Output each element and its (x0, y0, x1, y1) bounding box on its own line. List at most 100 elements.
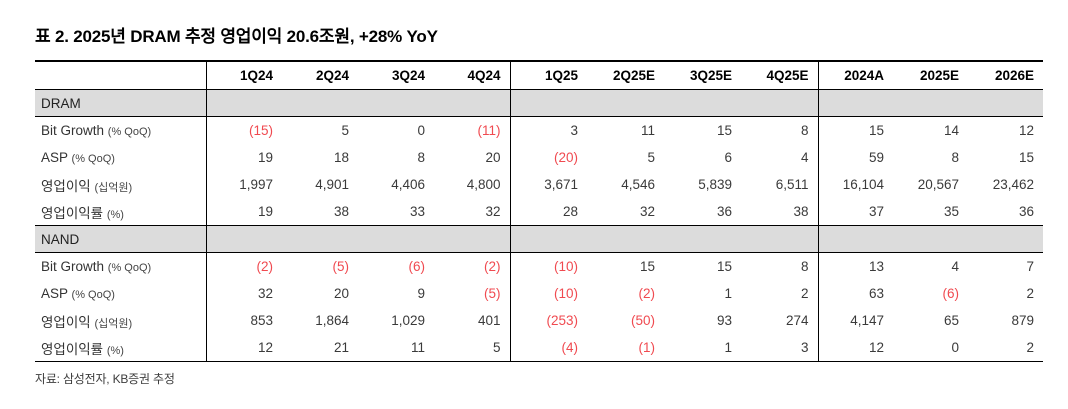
value-cell: 59 (868, 150, 884, 165)
column-header-2Q25E: 2Q25E (587, 61, 664, 90)
value-cell: (20) (553, 150, 578, 165)
value-cell: (2) (434, 252, 511, 280)
value-cell: 5 (647, 150, 655, 165)
value-cell: 18 (333, 150, 349, 165)
table-title: 표 2. 2025년 DRAM 추정 영업이익 20.6조원, +28% YoY (35, 27, 438, 46)
value-cell: 32 (434, 198, 511, 226)
row-label: ASP (% QoQ) (35, 144, 207, 171)
value-cell: 11 (410, 340, 425, 355)
row-label: ASP (% QoQ) (35, 280, 207, 307)
value-cell: 63 (868, 286, 884, 301)
table-row: Bit Growth (% QoQ) (2) (5) (6) (2) (10) 15 15 8 1… (35, 252, 1043, 280)
row-label-unit: (십억원) (94, 317, 133, 330)
section-cell (664, 225, 741, 253)
value-cell: 11 (640, 123, 655, 138)
value-cell: 4,147 (850, 313, 884, 328)
value-cell: 15 (716, 259, 732, 274)
value-cell: (6) (408, 259, 426, 274)
section-cell (664, 89, 741, 117)
value-cell: 36 (1018, 204, 1034, 219)
value-cell: 1 (724, 286, 732, 301)
section-cell (358, 225, 434, 253)
column-header-2024A: 2024A (818, 61, 893, 90)
value-cell: 5,839 (698, 177, 732, 192)
value-cell: 4,406 (391, 177, 425, 192)
row-label-unit: (%) (106, 208, 124, 221)
value-cell: 15 (716, 123, 732, 138)
row-label-unit: (%) (106, 344, 124, 357)
section-cell (206, 89, 282, 117)
value-cell: (2) (638, 286, 656, 301)
value-cell: (10) (553, 259, 578, 274)
value-cell: 8 (951, 150, 959, 165)
value-cell: 15 (868, 123, 884, 138)
table-row: 영업이익 (십억원) 853 1,864 1,029 401 (253) (50) 93 274… (35, 307, 1043, 334)
value-cell: 2 (741, 280, 819, 307)
value-cell: 19 (257, 150, 273, 165)
section-cell (818, 225, 893, 253)
row-label: 영업이익 (십억원) (35, 307, 207, 334)
value-cell: (1) (638, 340, 656, 355)
column-header-2025E: 2025E (893, 61, 968, 90)
table-row: ASP (% QoQ) 19 18 8 20 (20) 5 6 4 59 8 15 (35, 144, 1043, 171)
value-cell: (11) (434, 116, 511, 144)
value-cell: 9 (417, 286, 425, 301)
financial-table: 1Q24 2Q24 3Q24 4Q24 1Q25 2Q25E 3Q25E 4Q25E 2024A… (35, 60, 1043, 362)
value-cell: 28 (562, 204, 578, 219)
column-header-3Q24: 3Q24 (358, 61, 434, 90)
value-cell: 1 (724, 340, 732, 355)
value-cell: 35 (943, 204, 959, 219)
value-cell: 32 (639, 204, 655, 219)
value-cell: 13 (868, 259, 884, 274)
section-row-dram: DRAM (35, 89, 1043, 117)
row-label: Bit Growth (% QoQ) (35, 252, 207, 280)
value-cell: 4,901 (315, 177, 349, 192)
value-cell: 853 (250, 313, 273, 328)
value-cell: (5) (434, 280, 511, 307)
value-cell: 38 (333, 204, 349, 219)
value-cell: (50) (630, 313, 655, 328)
value-cell: 20 (333, 286, 349, 301)
section-cell (893, 225, 968, 253)
row-label-unit: (% QoQ) (107, 126, 152, 138)
value-cell: 4,546 (621, 177, 655, 192)
row-label: 영업이익률 (%) (35, 334, 207, 362)
section-cell (510, 89, 587, 117)
section-cell (968, 89, 1043, 117)
table-row: 영업이익 (십억원) 1,997 4,901 4,406 4,800 3,671 4,546… (35, 171, 1043, 198)
value-cell: 5 (341, 123, 349, 138)
value-cell: 5 (434, 334, 511, 362)
row-label-unit: (십억원) (94, 181, 133, 194)
value-cell: 4,800 (434, 171, 511, 198)
value-cell: 6 (724, 150, 732, 165)
section-cell (587, 89, 664, 117)
value-cell: 274 (741, 307, 819, 334)
value-cell: 23,462 (992, 177, 1034, 192)
value-cell: 33 (409, 204, 425, 219)
column-header-2Q24: 2Q24 (282, 61, 358, 90)
value-cell: 93 (716, 313, 732, 328)
value-cell: 0 (951, 340, 959, 355)
section-row-nand: NAND (35, 225, 1043, 253)
value-cell: 8 (741, 116, 819, 144)
column-header-1Q24: 1Q24 (206, 61, 282, 90)
row-label: Bit Growth (% QoQ) (35, 116, 207, 144)
value-cell: 20,567 (917, 177, 959, 192)
section-cell (510, 225, 587, 253)
row-label: 영업이익률 (%) (35, 198, 207, 226)
row-label-column-header (35, 61, 207, 90)
section-cell (968, 225, 1043, 253)
column-header-3Q25E: 3Q25E (664, 61, 741, 90)
value-cell: (2) (256, 259, 274, 274)
value-cell: 1,864 (315, 313, 349, 328)
table-row: Bit Growth (% QoQ) (15) 5 0 (11) 3 11 15 8 15 14 12 (35, 116, 1043, 144)
section-label: NAND (35, 225, 207, 253)
section-cell (434, 225, 511, 253)
section-cell (741, 225, 819, 253)
table-row: 영업이익률 (%) 19 38 33 32 28 32 36 38 37 35 36 (35, 198, 1043, 226)
section-cell (282, 225, 358, 253)
value-cell: 8 (417, 150, 425, 165)
value-cell: 12 (1018, 123, 1034, 138)
value-cell: (253) (546, 313, 578, 328)
